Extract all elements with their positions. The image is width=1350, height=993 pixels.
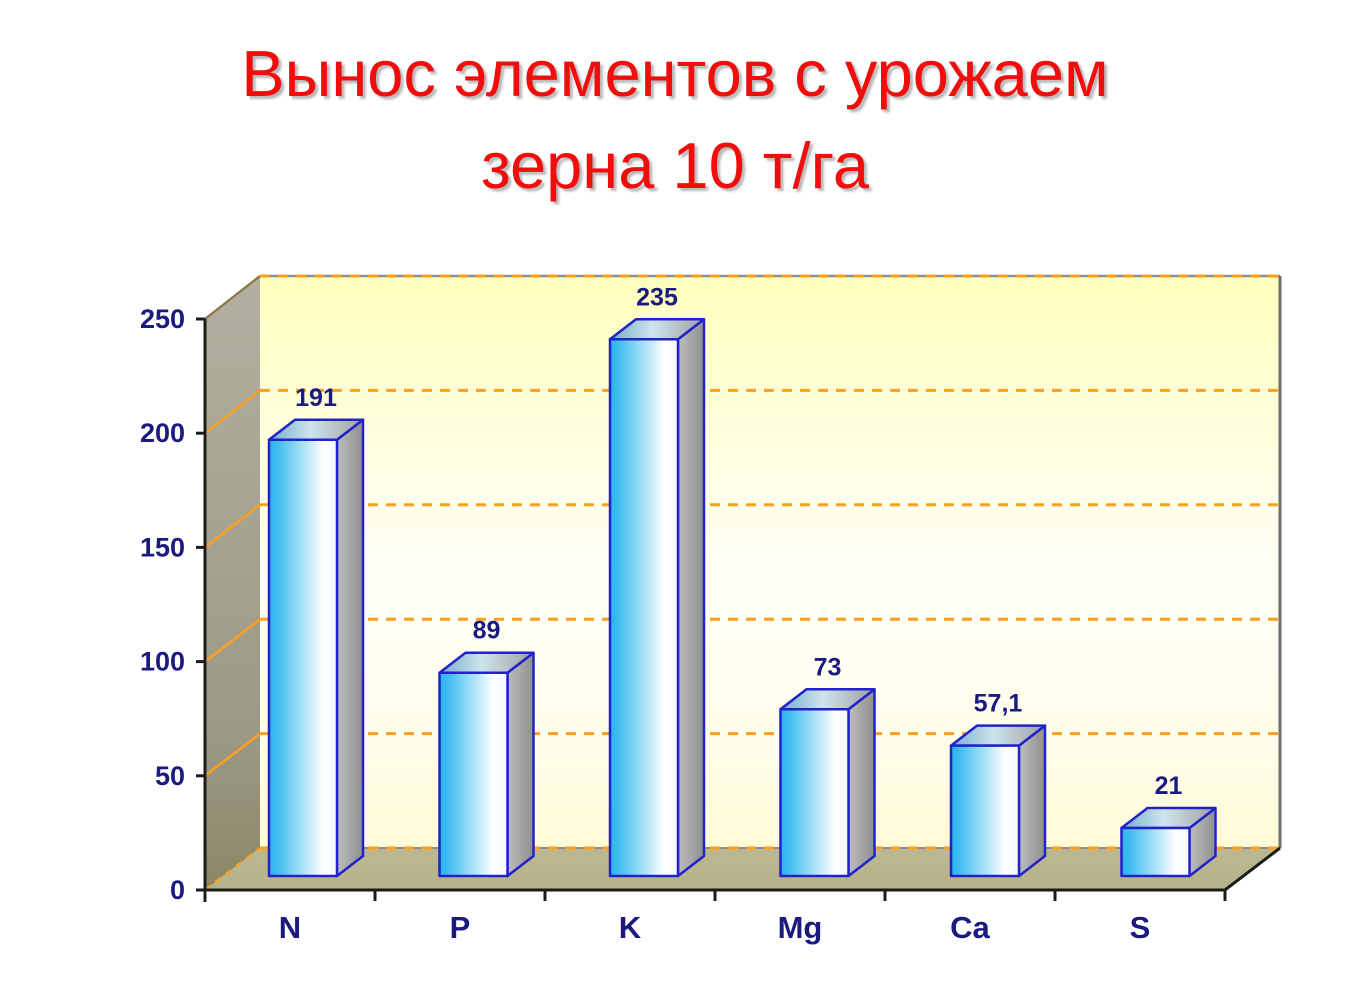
category-label-Ca: Ca (950, 910, 990, 945)
bar-N-front (267, 438, 339, 878)
category-label-S: S (1130, 910, 1151, 945)
bar-N (267, 418, 365, 878)
side-wall-top-edge (204, 275, 261, 320)
chart-back-wall (260, 276, 1280, 848)
value-label-S: 21 (1155, 772, 1183, 800)
bar-Ca-side (1017, 724, 1047, 878)
bar-Ca (949, 724, 1047, 878)
value-label-Mg: 73 (814, 653, 842, 681)
bar-Mg-front (779, 708, 850, 878)
bar-K-side (676, 318, 706, 878)
bar-P-side (506, 651, 535, 878)
chart-side-wall (205, 276, 260, 890)
bar-Ca-front (949, 744, 1021, 878)
category-label-N: N (279, 910, 301, 945)
side-wall-gridline-50 (204, 732, 261, 777)
floor-right-edge (1224, 846, 1281, 892)
side-wall-gridline-150 (204, 503, 261, 549)
side-wall-gridline-100 (204, 618, 261, 663)
category-label-P: P (450, 910, 471, 945)
bar-S-front (1120, 826, 1191, 878)
title-line-2: зерна 10 т/га (480, 129, 870, 203)
chart-title: Вынос элементов с урожаем зерна 10 т/га (0, 28, 1350, 213)
value-label-Ca: 57,1 (974, 690, 1023, 718)
bar-K-front (608, 338, 680, 878)
bar-Mg-side (847, 688, 876, 878)
value-label-P: 89 (473, 617, 501, 645)
value-label-N: 191 (295, 384, 337, 412)
bar-K (608, 318, 706, 878)
chart-floor (205, 848, 1280, 890)
bar-N-side (335, 418, 365, 878)
category-label-Mg: Mg (778, 910, 823, 945)
value-label-K: 235 (636, 283, 678, 311)
y-tick-label-150: 150 (140, 532, 185, 562)
y-tick-label-250: 250 (140, 304, 185, 334)
y-tick-label-200: 200 (140, 418, 185, 448)
y-tick-label-100: 100 (140, 647, 185, 677)
y-tick-label-50: 50 (155, 761, 185, 791)
y-tick-label-0: 0 (170, 875, 185, 905)
title-line-1: Вынос элементов с урожаем (241, 37, 1109, 110)
bar-S (1120, 806, 1217, 878)
floor-gridline-0 (204, 847, 261, 891)
category-label-K: K (619, 910, 642, 945)
bar-P (438, 651, 535, 878)
bar-P-front (438, 671, 509, 878)
side-wall-gridline-200 (204, 389, 261, 435)
bar-Mg (779, 688, 876, 878)
